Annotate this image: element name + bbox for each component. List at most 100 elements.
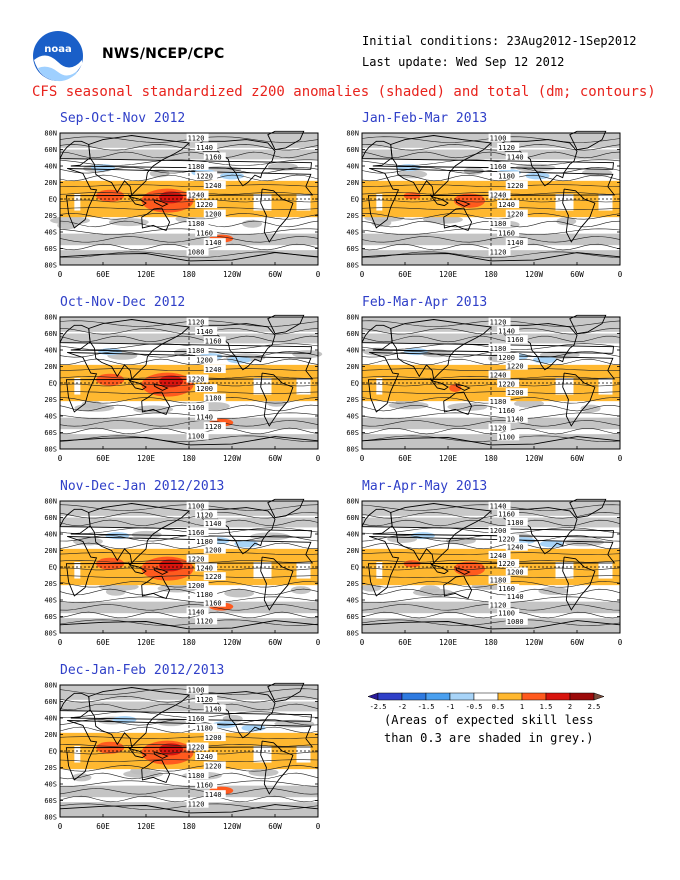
noaa-logo: noaa (33, 31, 83, 82)
contour-label: 1160 (188, 529, 205, 537)
contour-label: 1120 (490, 318, 507, 326)
contour-label: 1200 (507, 568, 524, 576)
contour-label: 1120 (188, 801, 205, 809)
contour-label: 1160 (498, 407, 515, 415)
lon-label: 0 (316, 822, 321, 831)
contour-label: 1160 (498, 511, 515, 519)
contour-label: 1160 (188, 715, 205, 723)
contour-label: 1240 (196, 753, 213, 761)
contour-label: 1180 (196, 591, 213, 599)
colorbar-label: -2.5 (370, 703, 387, 711)
lat-label: 60S (44, 429, 57, 437)
contour-label: 1220 (188, 744, 205, 752)
lat-label: 60N (44, 514, 57, 522)
contour-label: 1220 (498, 535, 515, 543)
lon-label: 0 (618, 638, 623, 647)
colorbar-swatch (569, 692, 595, 701)
lon-label: 120W (223, 638, 242, 647)
map-panel-7: 1100112011401160118012001220124012201180… (44, 682, 320, 832)
contour-label: 1160 (188, 404, 205, 412)
lat-label: 60N (346, 330, 359, 338)
contour-label: 1240 (498, 201, 515, 209)
lat-label: 40N (44, 347, 57, 355)
panel-title-7: Dec-Jan-Feb 2012/2013 (60, 663, 225, 678)
contour-label: 1140 (507, 593, 524, 601)
lon-label: 60E (96, 454, 110, 463)
contour-label: 1160 (490, 163, 507, 171)
contour-label: 1220 (507, 182, 524, 190)
lon-label: 60E (96, 822, 110, 831)
colorbar-label: 0.5 (492, 703, 505, 711)
panel-title-5: Nov-Dec-Jan 2012/2013 (60, 479, 225, 494)
lat-label: 40N (346, 531, 359, 539)
lat-label: 40S (346, 597, 359, 605)
lat-label: EQ (49, 748, 57, 756)
colorbar-swatch (473, 692, 499, 701)
lat-label: 60N (346, 514, 359, 522)
lon-label: 0 (316, 270, 321, 279)
contour-label: 1120 (188, 318, 205, 326)
lat-label: 60S (346, 429, 359, 437)
lat-label: 60S (44, 245, 57, 253)
contour-label: 1200 (490, 527, 507, 535)
lat-label: 20S (346, 580, 359, 588)
colorbar-swatch (521, 692, 547, 701)
lat-label: 20S (346, 212, 359, 220)
colorbar-label: -1 (446, 703, 454, 711)
lon-label: 60E (398, 638, 412, 647)
lat-label: 80N (346, 314, 359, 322)
contour-label: 1160 (507, 336, 524, 344)
lon-label: 60W (570, 454, 584, 463)
lon-label: 120W (525, 454, 544, 463)
contour-label: 1160 (205, 153, 222, 161)
lat-label: 40S (44, 597, 57, 605)
contour-label: 1140 (196, 414, 213, 422)
lat-label: 20S (44, 396, 57, 404)
contour-label: 1080 (188, 249, 205, 257)
contour-label: 1180 (188, 347, 205, 355)
lon-label: 120E (439, 454, 458, 463)
lat-label: 20S (346, 396, 359, 404)
contour-label: 1200 (205, 211, 222, 219)
contour-label: 1180 (205, 395, 222, 403)
contour-label: 1140 (507, 153, 524, 161)
contour-label: 1240 (490, 552, 507, 560)
contour-label: 1160 (498, 230, 515, 238)
lon-label: 120W (525, 638, 544, 647)
last-update: Last update: Wed Sep 12 2012 (362, 55, 565, 69)
lon-label: 120W (223, 822, 242, 831)
lat-label: 40N (44, 163, 57, 171)
lon-label: 60E (398, 454, 412, 463)
colorbar-label: -2 (398, 703, 406, 711)
contour-label: 1160 (196, 782, 213, 790)
contour-label: 1120 (188, 134, 205, 142)
panel-title-3: Oct-Nov-Dec 2012 (60, 295, 186, 310)
lat-label: EQ (351, 196, 359, 204)
lat-label: EQ (351, 380, 359, 388)
contour-label: 1200 (507, 389, 524, 397)
contour-label: 1220 (205, 763, 222, 771)
lat-label: 60N (346, 146, 359, 154)
lat-label: 40N (44, 715, 57, 723)
lat-label: EQ (49, 564, 57, 572)
lat-label: 60S (346, 245, 359, 253)
colorbar-swatch (425, 692, 451, 701)
colorbar-swatch (377, 692, 403, 701)
lat-label: 40S (346, 229, 359, 237)
lat-label: 40S (44, 229, 57, 237)
lon-label: 180 (182, 638, 196, 647)
colorbar-label: 1.5 (540, 703, 553, 711)
lon-label: 60E (398, 270, 412, 279)
lat-label: 60N (44, 698, 57, 706)
contour-label: 1180 (490, 577, 507, 585)
lat-label: 20N (44, 731, 57, 739)
contour-label: 1120 (196, 511, 213, 519)
contour-label: 1100 (188, 433, 205, 441)
lat-label: 20N (44, 179, 57, 187)
colorbar-label: 2 (568, 703, 572, 711)
lat-label: EQ (351, 564, 359, 572)
contour-label: 1120 (490, 249, 507, 257)
contour-label: 1220 (498, 560, 515, 568)
contour-label: 1200 (498, 354, 515, 362)
contour-label: 1200 (205, 734, 222, 742)
